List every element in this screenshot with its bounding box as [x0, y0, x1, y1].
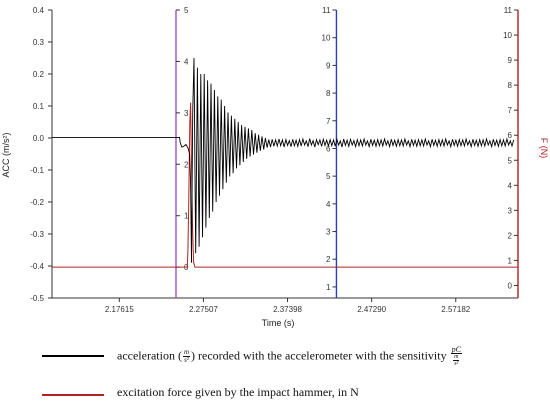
y-tick-label-force-3: 10 — [503, 31, 512, 40]
y-tick-label-force-2: 1 — [326, 283, 331, 292]
legend-acc-unit-num: m — [182, 348, 191, 357]
legend-acc-unit: m s² — [182, 348, 191, 364]
legend-sens-den-den: s² — [454, 361, 459, 367]
y-tick-label-acc: -0.5 — [30, 294, 44, 303]
y-tick-label-force-2: 6 — [326, 144, 331, 153]
y-tick-label-force-2: 7 — [326, 117, 331, 126]
y-tick-label-force-3: 6 — [508, 131, 513, 140]
legend-swatch-acceleration — [42, 355, 104, 357]
x-tick-label: 2.17615 — [105, 305, 134, 314]
y-tick-label-force-1: 3 — [184, 109, 189, 118]
y-axis-label-acc: ACC (m/s²) — [1, 133, 11, 178]
y-tick-label-force-3: 2 — [508, 231, 513, 240]
y-tick-label-force-1: 2 — [184, 160, 189, 169]
y-tick-label-force-2: 8 — [326, 89, 331, 98]
y-tick-label-force-2: 9 — [326, 61, 331, 70]
y-tick-label-force-1: 4 — [184, 57, 189, 66]
legend-acc-unit-den: s² — [184, 356, 189, 364]
x-tick-label: 2.27507 — [189, 305, 218, 314]
y-tick-label-acc: 0.0 — [33, 134, 45, 143]
y-tick-label-force-3: 7 — [508, 106, 513, 115]
y-tick-label-force-2: 3 — [326, 228, 331, 237]
legend-sens-den-num: m — [453, 354, 460, 361]
legend-sens-den: m s² — [451, 354, 462, 367]
y-tick-label-force-2: 11 — [322, 6, 331, 15]
x-tick-label: 2.37398 — [273, 305, 302, 314]
y-tick-label-acc: -0.4 — [30, 262, 44, 271]
y-tick-label-force-2: 5 — [326, 172, 331, 181]
series-line-force — [52, 102, 518, 268]
x-tick-label: 2.47290 — [357, 305, 386, 314]
legend-label-acceleration: acceleration (m s²) recorded with the acc… — [117, 346, 463, 367]
chart-marks: 0.4 0.3 0.2 0.1 0.0 -0.1 -0.2 -0.3 -0.4 -0.5 2.176… — [30, 6, 519, 314]
y-tick-label-force-2: 2 — [326, 255, 331, 264]
legend-sens-num: pC — [450, 345, 462, 354]
y-tick-label-acc: 0.3 — [33, 38, 45, 47]
y-tick-label-force-3: 0 — [508, 281, 513, 290]
y-tick-label-force-3: 5 — [508, 156, 513, 165]
y-tick-label-acc: -0.1 — [30, 166, 44, 175]
legend-acc-prefix: acceleration ( — [117, 348, 182, 363]
y-tick-label-force-1: 1 — [184, 212, 189, 221]
legend-swatch-force — [42, 394, 104, 396]
y-tick-label-acc: 0.1 — [33, 102, 45, 111]
y-tick-label-acc: -0.3 — [30, 230, 44, 239]
y-tick-label-force-2: 10 — [322, 34, 331, 43]
y-tick-label-force-3: 3 — [508, 206, 513, 215]
legend-acc-middle: ) recorded with the accelerometer with t… — [191, 348, 447, 363]
y-tick-label-force-3: 11 — [504, 6, 513, 15]
legend-sensitivity-unit: pC m s² — [450, 345, 462, 367]
y-tick-label-force-3: 4 — [508, 181, 513, 190]
y-tick-label-force-3: 9 — [508, 56, 513, 65]
y-tick-label-force-1: 0 — [184, 263, 189, 272]
x-axis-label: Time (s) — [262, 318, 295, 328]
y-tick-label-force-3: 8 — [508, 81, 513, 90]
x-tick-label: 2.57182 — [441, 305, 470, 314]
y-tick-label-force-3: 1 — [508, 256, 513, 265]
y-tick-label-force-1: 5 — [184, 6, 189, 15]
series-line-acceleration — [52, 57, 515, 263]
y-tick-label-acc: 0.2 — [33, 70, 45, 79]
acceleration-force-chart: ACC (m/s²) F (N) Time (s) 0.40.30.20.10.… — [1, 6, 549, 328]
legend-label-force: excitation force given by the impact ham… — [117, 385, 359, 399]
legend-item-acceleration: acceleration (m s²) recorded with the acc… — [0, 346, 550, 367]
y-tick-label-force-2: 4 — [326, 200, 331, 209]
y-axis-label-force: F (N) — [539, 138, 549, 159]
legend-item-force: excitation force given by the impact ham… — [0, 385, 550, 405]
y-tick-label-acc: 0.4 — [33, 6, 45, 15]
y-tick-label-acc: -0.2 — [30, 198, 44, 207]
